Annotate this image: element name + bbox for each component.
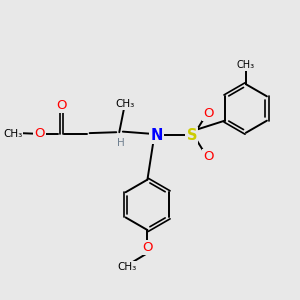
Text: O: O <box>34 127 44 140</box>
Text: O: O <box>203 150 213 163</box>
Text: H: H <box>117 139 124 148</box>
Text: O: O <box>142 241 153 254</box>
Text: S: S <box>187 128 197 143</box>
Text: CH₃: CH₃ <box>237 60 255 70</box>
Text: O: O <box>56 99 67 112</box>
Text: N: N <box>150 128 163 143</box>
Text: CH₃: CH₃ <box>117 262 136 272</box>
Text: CH₃: CH₃ <box>116 99 135 109</box>
Text: O: O <box>203 107 213 120</box>
Text: CH₃: CH₃ <box>3 129 22 139</box>
